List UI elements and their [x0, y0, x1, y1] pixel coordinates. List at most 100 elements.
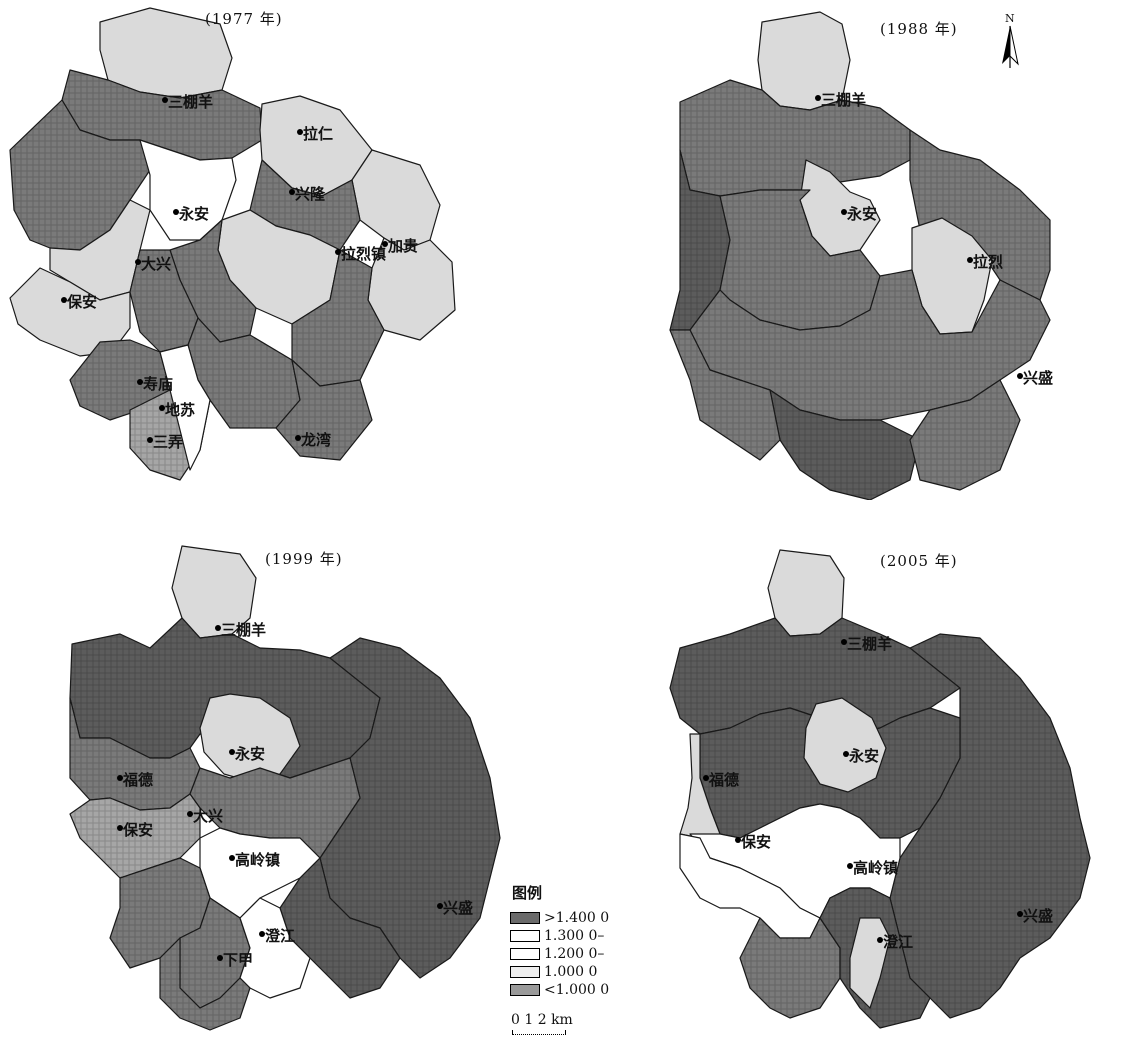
place-label: 兴盛 [443, 899, 474, 917]
place-label: 高岭镇 [235, 851, 281, 869]
legend-swatch [510, 984, 540, 996]
place-label: 拉烈 [973, 253, 1004, 271]
map-region-texture [280, 858, 400, 998]
place-marker [61, 297, 67, 303]
place-marker [847, 863, 853, 869]
map-region-texture [320, 638, 500, 978]
place-label: 高岭镇 [853, 859, 899, 877]
map-region-texture [10, 100, 150, 250]
map-region-texture [170, 220, 256, 342]
map-region [803, 697, 887, 793]
map-region-texture [690, 270, 1050, 420]
place-marker [137, 379, 143, 385]
place-marker [877, 937, 883, 943]
map-region-texture [110, 858, 210, 968]
legend-label: 1.200 0– [544, 946, 605, 962]
place-label: 加贵 [388, 237, 419, 255]
map-region [159, 344, 211, 471]
place-marker [159, 405, 165, 411]
map-region-texture [910, 130, 1050, 300]
place-label: 永安 [847, 205, 878, 223]
place-label: 龙湾 [301, 431, 332, 449]
place-label: 三棚羊 [821, 91, 867, 109]
legend-swatch [510, 966, 540, 978]
map-region-texture [188, 318, 300, 428]
place-label: 大兴 [193, 807, 224, 825]
place-marker [841, 209, 847, 215]
map-region-texture [670, 330, 780, 460]
legend-item: >1.400 0 [510, 909, 660, 927]
legend-title: 图例 [512, 884, 543, 902]
place-label: 福德 [123, 771, 154, 789]
place-marker [703, 775, 709, 781]
place-label: 兴隆 [295, 185, 326, 203]
map-region-texture [890, 634, 1090, 1018]
map-region [199, 693, 301, 783]
place-marker [162, 97, 168, 103]
scale-label: 0 1 2 km [511, 1012, 573, 1028]
map-region-texture [250, 160, 360, 250]
place-marker [335, 249, 341, 255]
place-label: 拉烈镇 [341, 245, 387, 263]
map-region-texture [70, 698, 200, 810]
legend-item: 1.200 0– [510, 945, 660, 963]
north-arrow-icon [1002, 25, 1019, 68]
map-region-texture [740, 918, 840, 1018]
legend-item: 1.300 0– [510, 927, 660, 945]
place-marker [843, 751, 849, 757]
map-1988-svg [669, 11, 1051, 500]
map-1977-svg [9, 7, 456, 481]
place-label: 澄江 [883, 933, 914, 951]
place-label: 三棚羊 [221, 621, 267, 639]
legend-swatch [510, 912, 540, 924]
place-label: 澄江 [265, 927, 296, 945]
map-year-label: (1988 年) [880, 20, 958, 38]
place-marker [229, 749, 235, 755]
place-label: 拉仁 [303, 125, 334, 143]
place-marker [815, 95, 821, 101]
legend: 图例 >1.400 0 1.300 0– 1.200 0– 1.000 0 <1… [510, 882, 660, 1032]
place-label: 保安 [741, 833, 772, 851]
map-2005: (2005 年) 三棚羊 永安 保安 高岭镇 澄江 兴盛 福德 [580, 538, 1120, 1038]
map-year-label: (2005 年) [880, 552, 958, 570]
legend-label: 1.000 0 [544, 964, 598, 980]
place-label: 永安 [849, 747, 880, 765]
scale-bar [512, 1030, 566, 1035]
place-marker [437, 903, 443, 909]
place-marker [735, 837, 741, 843]
place-marker [215, 625, 221, 631]
place-label: 永安 [179, 205, 210, 223]
place-marker [1017, 373, 1023, 379]
place-label: 保安 [123, 821, 154, 839]
map-region-texture [70, 794, 200, 878]
place-marker [135, 259, 141, 265]
map-region-texture [670, 150, 730, 330]
place-label: 寿庙 [143, 375, 174, 393]
map-region [239, 897, 311, 999]
map-region-texture [292, 250, 384, 386]
place-label: 三弄 [153, 433, 184, 451]
place-marker [297, 129, 303, 135]
north-letter: N [1005, 12, 1015, 25]
map-2005-svg [669, 549, 1091, 1029]
place-marker [1017, 911, 1023, 917]
map-region-texture [190, 758, 360, 858]
map-region-texture [130, 250, 198, 352]
legend-label: >1.400 0 [544, 910, 610, 926]
place-marker [217, 955, 223, 961]
place-marker [289, 189, 295, 195]
map-region-texture [720, 190, 880, 330]
place-marker [967, 257, 973, 263]
map-region-texture [680, 80, 910, 196]
place-label: 下甲 [223, 951, 254, 969]
map-region [9, 267, 131, 357]
map-1999-svg [69, 545, 501, 1031]
place-label: 大兴 [141, 255, 172, 273]
place-label: 福德 [709, 771, 740, 789]
map-year-label: (1977 年) [205, 10, 283, 28]
place-label: 兴盛 [1023, 369, 1054, 387]
place-label: 三棚羊 [847, 635, 893, 653]
place-marker [117, 825, 123, 831]
place-label: 永安 [235, 745, 266, 763]
legend-swatch [510, 930, 540, 942]
